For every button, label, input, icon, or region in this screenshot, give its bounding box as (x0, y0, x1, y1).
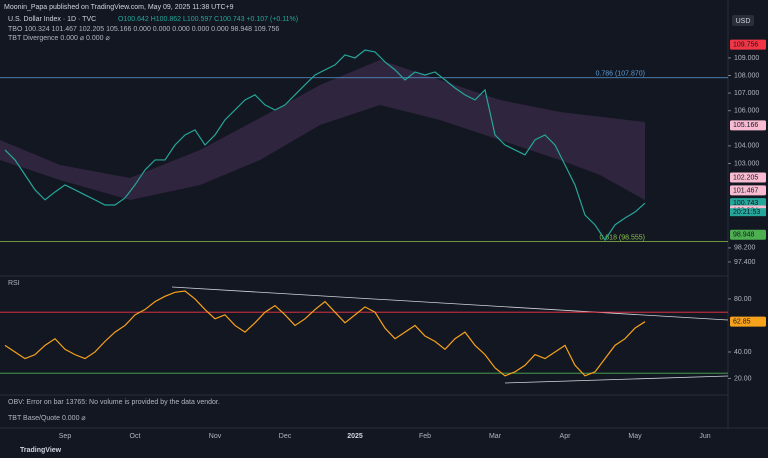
price-badge-label: 109.756 (733, 41, 758, 48)
price-badge-label: 98.948 (733, 232, 755, 239)
tbt-legend: TBT Divergence 0.000 ⌀ 0.000 ⌀ (8, 35, 110, 42)
tbo-legend: TBO 100.324 101.467 102.205 105.166 0.00… (8, 26, 279, 33)
price-badge-label: 105.166 (733, 122, 758, 129)
series-line (4, 290, 646, 377)
series-line (4, 49, 646, 242)
y-tick-label: 106.000 (734, 108, 759, 115)
x-tick-label: Dec (279, 433, 292, 440)
currency-badge[interactable] (732, 15, 754, 26)
price-badge-label: 102.205 (733, 174, 758, 181)
x-tick-label: Apr (560, 433, 572, 440)
countdown-badge (730, 208, 766, 217)
price-badge (730, 39, 766, 50)
price-badge-label: 101.467 (733, 187, 758, 194)
x-tick-label: May (628, 433, 642, 440)
x-tick-label: 2025 (347, 433, 363, 440)
price-badge-label: 62.85 (733, 319, 751, 326)
price-badge (730, 172, 766, 183)
ohlc: O100.642 H100.862 L100.597 C100.743 +0.1… (118, 16, 298, 23)
x-tick-label: Sep (59, 433, 72, 440)
price-badge (730, 229, 766, 240)
rsi-trendline (171, 286, 729, 321)
currency[interactable]: USD (736, 18, 751, 25)
y-tick-label: 80.00 (734, 296, 752, 303)
rsi-trendline (504, 375, 729, 384)
y-tick-label: 98.200 (734, 245, 756, 252)
symbol: U.S. Dollar Index · 1D · TVC (8, 16, 96, 23)
rsi-title: RSI (8, 280, 20, 287)
level-label: 0.618 (98.555) (599, 234, 645, 241)
tbt-base: TBT Base/Quote 0.000 ⌀ (8, 415, 86, 422)
publisher: Moonin_Papa published on TradingView.com… (4, 4, 234, 11)
brand: TradingView (20, 447, 62, 454)
x-tick-label: Jun (699, 433, 710, 440)
y-tick-label: 109.000 (734, 55, 759, 62)
y-tick-label: 108.000 (734, 72, 759, 79)
y-tick-label: 40.00 (734, 349, 752, 356)
level-label: 0.786 (107.870) (596, 71, 645, 78)
countdown: 20:21:53 (733, 209, 760, 216)
y-tick-label: 97.400 (734, 259, 756, 266)
y-tick-label: 20.00 (734, 375, 752, 382)
x-tick-label: Feb (419, 433, 431, 440)
tbo-cloud (0, 60, 645, 200)
price-badge-label: 100.743 (733, 200, 758, 207)
price-badge (730, 120, 766, 131)
y-tick-label: 107.000 (734, 90, 759, 97)
x-tick-label: Nov (209, 433, 222, 440)
y-tick-label: 103.000 (734, 160, 759, 167)
x-tick-label: Mar (489, 433, 502, 440)
x-tick-label: Oct (130, 433, 141, 440)
price-badge (730, 316, 766, 327)
y-tick-label: 104.000 (734, 143, 759, 150)
price-badge (730, 185, 766, 196)
obv-note: OBV: Error on bar 13765: No volume is pr… (8, 399, 220, 406)
